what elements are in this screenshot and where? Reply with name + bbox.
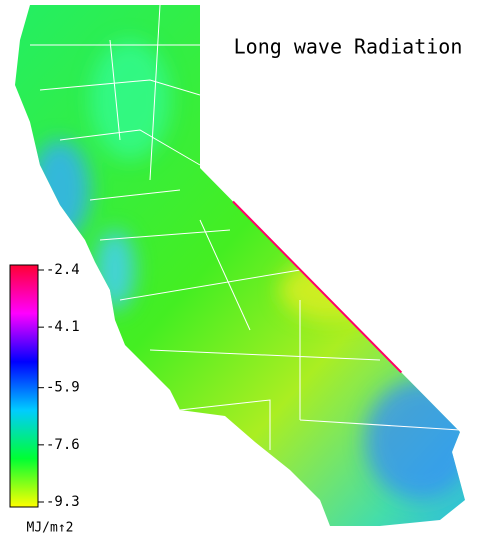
colorbar-tick-label: -9.3 (46, 494, 80, 510)
colorbar (9, 264, 39, 508)
colorbar-tick-label: -2.4 (46, 262, 80, 278)
county-lines (30, 5, 461, 450)
colorbar-tick-label: -4.1 (46, 319, 80, 335)
map-title: Long wave Radiation (234, 35, 463, 59)
colorbar-unit: MJ/m↑2 (27, 521, 74, 536)
colorbar-tick-label: -7.6 (46, 437, 80, 453)
colorbar-tick-label: -5.9 (46, 380, 80, 396)
